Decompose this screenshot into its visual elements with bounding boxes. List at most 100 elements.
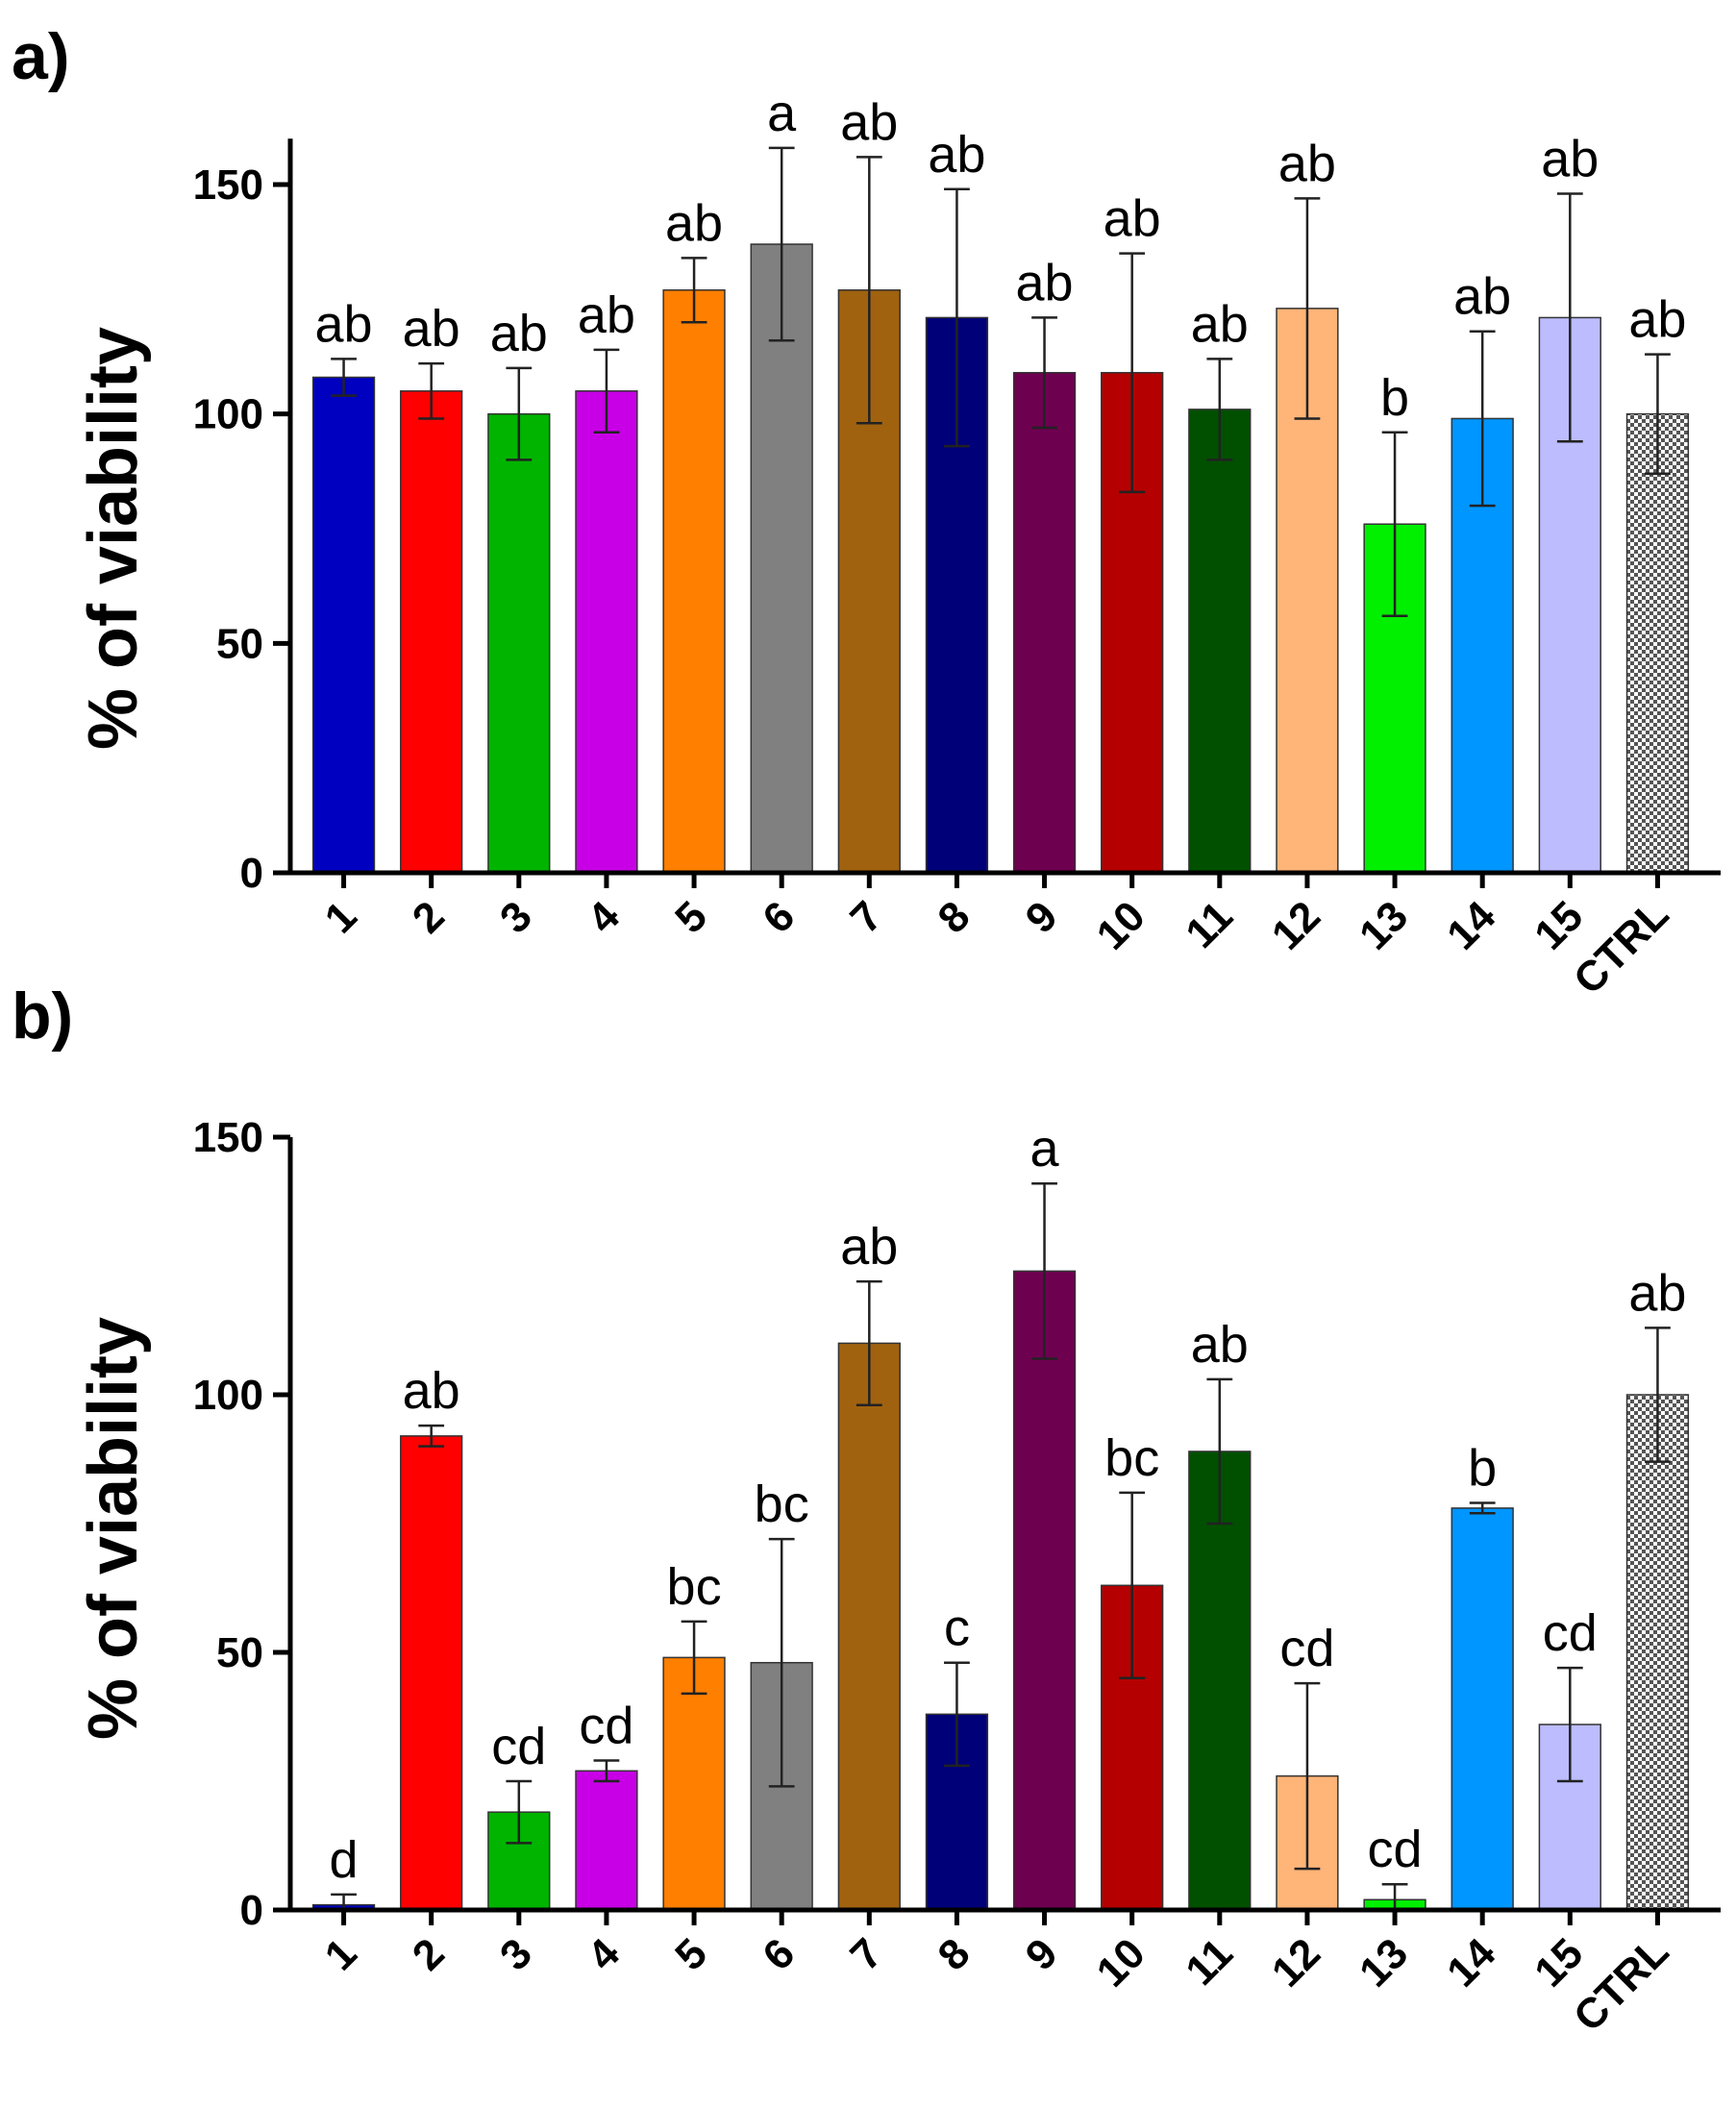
panel-b-significance-3: cd [491,1718,546,1775]
panel-b-y-axis-label: % of viability [75,1317,152,1740]
panel-a-label: a) [12,20,69,93]
panel-b-significance-15: cd [1543,1604,1598,1662]
panel-a-y-axis-label: % of viability [75,327,152,750]
panel-a-bar-3 [487,412,551,874]
panel-b-bar-7 [837,1342,901,1911]
panel-a-error-bar-9 [1031,316,1057,430]
panel-b-significance-4: cd [579,1698,633,1755]
panel-b-bar-11 [1188,1451,1252,1911]
panel-a-error-bar-14 [1469,330,1496,508]
panel-a-significance-12: ab [1278,135,1336,192]
panel-b-significance-6: bc [755,1476,809,1533]
panel-a-significance-11: ab [1191,295,1249,353]
panel-a-error-bar-8 [944,187,970,448]
panel-b-error-bar-14 [1469,1501,1496,1515]
panel-b-error-bar-6 [768,1537,795,1788]
panel-b-error-bar-11 [1206,1377,1233,1525]
panel-a-y-tick-50: 50 [216,620,263,667]
panel-b-error-bar-8 [944,1661,970,1768]
panel-a-y-ticks: 0 50 100 150 [193,161,290,897]
panel-b-significance-14: b [1468,1440,1497,1498]
panel-a-error-bar-2 [418,361,445,420]
panel-b-significance-ctrl: ab [1628,1264,1686,1322]
panel-b-significance-9: a [1030,1120,1060,1178]
panel-b-error-bars [331,1181,1671,1912]
panel-a-x-tick-7: 7 [841,892,891,942]
panel-a-error-bar-12 [1294,197,1321,420]
panel-b-y-tick-0: 0 [240,1887,263,1934]
panel-a-x-tick-3: 3 [491,892,541,942]
panel-a-x-tick-2: 2 [404,892,454,942]
panel-a-error-bar-4 [593,348,620,434]
panel-a-significance-1: ab [315,295,373,353]
panel-a-significance-7: ab [840,93,898,151]
panel-a-error-bar-3 [506,366,533,461]
panel-a-y-tick-0: 0 [240,850,263,897]
panel-b-significance-10: bc [1104,1429,1159,1487]
panel-a-y-tick-150: 150 [193,161,263,209]
panel-a-x-tick-9: 9 [1017,892,1067,942]
panel-a-significance-3: ab [490,305,548,362]
panel-b-error-bar-9 [1031,1181,1057,1360]
panel-a-bar-6 [750,243,813,874]
panel-b-x-tick-3: 3 [491,1929,541,1979]
panel-a-bar-9 [1012,371,1077,874]
panel-a-significance-5: ab [665,194,723,252]
panel-b-x-tick-1: 1 [316,1929,366,1979]
panel-b-significance-13: cd [1368,1821,1423,1878]
panel-b-error-bar-7 [856,1279,882,1406]
panel-b-x-tick-11: 11 [1177,1929,1242,1995]
panel-a-error-bar-10 [1119,252,1146,494]
panel-a-bar-2 [400,390,463,874]
panel-b-y-ticks: 0 50 100 150 [193,1114,290,1934]
panel-b-label: b) [12,980,73,1053]
panel-b-bar-14 [1451,1507,1514,1911]
panel-b-error-bar-10 [1119,1491,1146,1680]
panel-b-bar-4 [575,1770,638,1911]
panel-b-significance-8: c [944,1600,970,1657]
panel-a-x-tick-4: 4 [579,892,629,942]
panel-a-error-bar-15 [1556,192,1583,443]
panel-b-x-tick-6: 6 [754,1929,804,1979]
panel-a-x-tick-11: 11 [1177,892,1242,957]
panel-b-x-tick-10: 10 [1087,1929,1153,1996]
panel-a-error-bar-13 [1381,431,1408,617]
panel-b-significance-2: ab [403,1362,460,1420]
panel-b-x-tick-12: 12 [1263,1929,1329,1996]
panel-b-significance-12: cd [1279,1620,1334,1677]
panel-b-x-tick-ctrl: CTRL [1565,1927,1678,2041]
panel-b-x-tick-15: 15 [1525,1929,1592,1996]
panel-a-x-tick-12: 12 [1263,892,1329,958]
panel-b-x-tick-13: 13 [1351,1929,1417,1996]
panel-b-bar-ctrl [1625,1394,1690,1911]
panel-b-x-tick-4: 4 [579,1929,629,1979]
panel-a-bar-ctrl [1625,412,1690,874]
panel-a-significance-4: ab [578,286,635,344]
panel-a-significance-15: ab [1541,131,1599,188]
panel-a-error-bar-1 [331,358,357,397]
panel-a-significance-ctrl: ab [1628,291,1686,349]
panel-b-x-tick-2: 2 [404,1929,454,1979]
panel-a-error-bar-5 [681,257,707,324]
panel-a-x-tick-ctrl: CTRL [1565,890,1678,1004]
panel-b-x-tick-14: 14 [1438,1929,1505,1996]
panel-a-bar-5 [662,289,726,874]
panel-b-error-bar-ctrl [1645,1327,1671,1463]
panel-b-bar-5 [662,1656,726,1911]
panel-a-x-tick-1: 1 [316,892,366,942]
panel-a-significance-10: ab [1104,190,1161,248]
panel-b-error-bar-15 [1556,1666,1583,1783]
panel-a-significance-8: ab [928,126,985,184]
panel-b-error-bar-4 [593,1759,620,1783]
panel-a-significance-2: ab [403,300,460,358]
panel-a-x-tick-10: 10 [1087,892,1153,958]
panel-a-error-bars [331,146,1671,617]
panel-b-x-tick-8: 8 [930,1929,980,1979]
panel-b-significance-1: d [330,1831,359,1889]
panel-b-bar-9 [1012,1270,1077,1911]
